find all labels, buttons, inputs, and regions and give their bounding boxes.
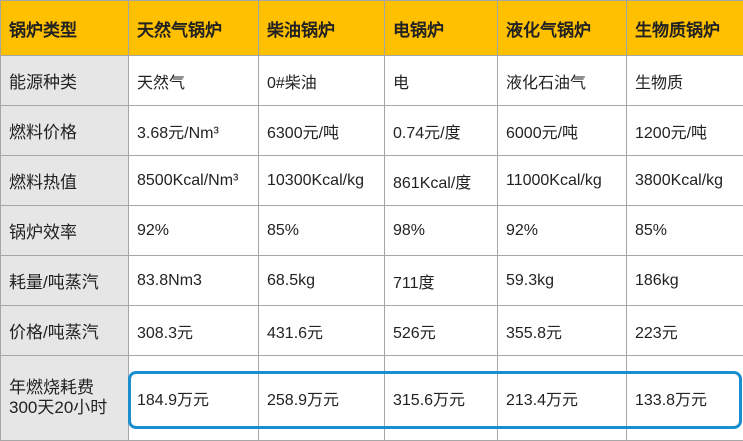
cell: 0#柴油: [258, 55, 385, 106]
table-row: 价格/吨蒸汽 308.3元 431.6元 526元 355.8元 223元: [0, 305, 743, 356]
row-label: 年燃烧耗费 300天20小时: [0, 355, 129, 441]
cell: 861Kcal/度: [384, 155, 498, 206]
header-cell: 生物质锅炉: [626, 0, 743, 56]
cell: 59.3kg: [497, 255, 627, 306]
cell: 1200元/吨: [626, 105, 743, 156]
header-cell: 柴油锅炉: [258, 0, 385, 56]
cell: 355.8元: [497, 305, 627, 356]
cell: 6000元/吨: [497, 105, 627, 156]
cell: 431.6元: [258, 305, 385, 356]
cell: 3.68元/Nm³: [128, 105, 259, 156]
cell: 85%: [258, 205, 385, 256]
cell: 92%: [497, 205, 627, 256]
header-cell: 电锅炉: [384, 0, 498, 56]
cell: 184.9万元: [128, 355, 259, 441]
row-label-line: 年燃烧耗费: [9, 378, 94, 397]
cell: 电: [384, 55, 498, 106]
cell: 315.6万元: [384, 355, 498, 441]
cell: 8500Kcal/Nm³: [128, 155, 259, 206]
header-cell: 液化气锅炉: [497, 0, 627, 56]
row-label: 能源种类: [0, 55, 129, 106]
table-row: 能源种类 天然气 0#柴油电液化石油气 生物质: [0, 55, 743, 106]
cell: 液化石油气: [497, 55, 627, 106]
table-row: 耗量/吨蒸汽 83.8Nm3 68.5kg 711度 59.3kg 186kg: [0, 255, 743, 306]
row-label-line: 300天20小时: [9, 398, 108, 417]
table-row: 燃料热值 8500Kcal/Nm³ 10300Kcal/kg 861Kcal/度 110…: [0, 155, 743, 206]
row-label: 耗量/吨蒸汽: [0, 255, 129, 306]
cell: 3800Kcal/kg: [626, 155, 743, 206]
cell: 92%: [128, 205, 259, 256]
row-label: 价格/吨蒸汽: [0, 305, 129, 356]
header-cell: 锅炉类型: [0, 0, 129, 56]
cell: 10300Kcal/kg: [258, 155, 385, 206]
cell: 223元: [626, 305, 743, 356]
row-label: 燃料热值: [0, 155, 129, 206]
cell: 6300元/吨: [258, 105, 385, 156]
header-row: 锅炉类型 天然气锅炉 柴油锅炉 电锅炉 液化气锅炉 生物质锅炉: [0, 0, 743, 56]
table-row: 年燃烧耗费 300天20小时 184.9万元 258.9万元 315.6万元 213.4万…: [0, 355, 743, 441]
cell: 0.74元/度: [384, 105, 498, 156]
header-cell: 天然气锅炉: [128, 0, 259, 56]
cell: 526元: [384, 305, 498, 356]
cell: 133.8万元: [626, 355, 743, 441]
table-body: 能源种类 天然气 0#柴油电液化石油气 生物质 燃料价格 3.68元/Nm³ 6300元/吨…: [0, 55, 743, 441]
cell: 天然气: [128, 55, 259, 106]
table-row: 燃料价格 3.68元/Nm³ 6300元/吨 0.74元/度 6000元/吨 1200元/…: [0, 105, 743, 156]
cell: 98%: [384, 205, 498, 256]
cell: 83.8Nm3: [128, 255, 259, 306]
table-row: 锅炉效率 92% 85% 98% 92% 85%: [0, 205, 743, 256]
row-label: 锅炉效率: [0, 205, 129, 256]
cell: 生物质: [626, 55, 743, 106]
cell: 68.5kg: [258, 255, 385, 306]
cell: 213.4万元: [497, 355, 627, 441]
cell: 186kg: [626, 255, 743, 306]
row-label: 燃料价格: [0, 105, 129, 156]
cell: 11000Kcal/kg: [497, 155, 627, 206]
cell: 85%: [626, 205, 743, 256]
cell: 711度: [384, 255, 498, 306]
cell: 308.3元: [128, 305, 259, 356]
cell: 258.9万元: [258, 355, 385, 441]
